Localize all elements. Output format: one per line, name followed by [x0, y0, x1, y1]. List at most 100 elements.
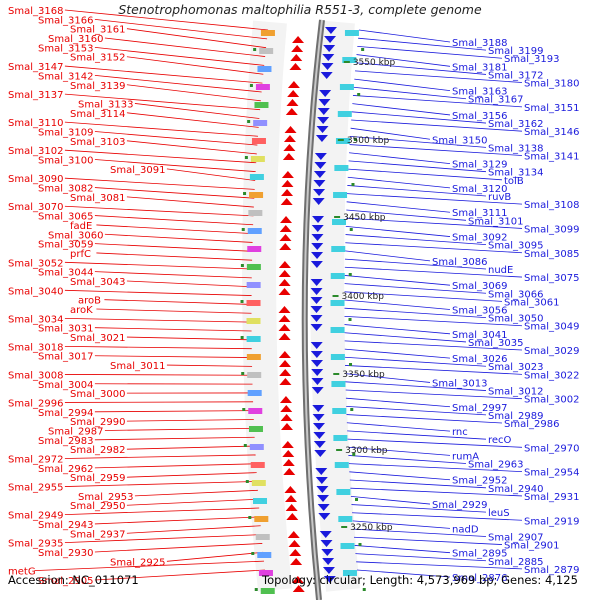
- feature-block: [338, 516, 353, 522]
- marker: [357, 93, 361, 96]
- leader-line: [126, 525, 261, 534]
- gene-arrow-left: [285, 504, 298, 511]
- feature-block: [336, 489, 351, 495]
- leader-line: [64, 121, 259, 137]
- leader-line: [64, 289, 252, 296]
- leader-line: [352, 95, 523, 108]
- marker: [241, 372, 245, 375]
- feature-block: [330, 273, 345, 279]
- gene-arrow-left: [290, 558, 303, 565]
- gene-arrow-left: [279, 243, 292, 250]
- leader-line: [345, 397, 451, 408]
- gene-label-smal-3167: Smal_3167: [468, 95, 523, 106]
- gene-label-smal-3023: Smal_3023: [488, 362, 543, 373]
- gene-arrow-right: [311, 369, 324, 376]
- gene-label-smal-3099: Smal_3099: [524, 224, 579, 235]
- gene-arrow-right: [310, 315, 323, 322]
- gene-label-smal-3081: Smal_3081: [70, 193, 125, 204]
- gene-arrow-right: [321, 63, 334, 70]
- gene-arrow-left: [278, 306, 291, 313]
- leader-line: [64, 149, 257, 164]
- gene-arrow-right: [316, 126, 329, 133]
- gene-label-reco: recO: [488, 435, 512, 446]
- gene-arrow-right: [322, 567, 335, 574]
- feature-block: [332, 408, 347, 414]
- feature-block: [330, 327, 345, 333]
- gene-arrow-left: [290, 54, 303, 61]
- gene-label-smal-3120: Smal_3120: [452, 184, 507, 195]
- marker: [254, 588, 258, 591]
- feature-block: [249, 192, 264, 198]
- leader-line: [64, 9, 269, 31]
- feature-block: [251, 138, 266, 144]
- gene-label-smal-3035: Smal_3035: [468, 338, 523, 349]
- gene-arrow-right: [313, 189, 326, 196]
- marker: [362, 588, 366, 591]
- marker: [251, 552, 255, 555]
- accession-text: Accession: NC_011071: [8, 573, 139, 587]
- feature-block: [248, 210, 263, 216]
- marker: [248, 516, 252, 519]
- feature-block: [250, 156, 265, 162]
- gene-arrow-left: [281, 180, 294, 187]
- feature-block: [331, 381, 346, 387]
- gene-arrow-right: [311, 360, 324, 367]
- gene-arrow-right: [310, 297, 323, 304]
- marker: [240, 300, 244, 303]
- gene-arrow-right: [310, 324, 323, 331]
- feature-track-right: [310, 20, 360, 592]
- feature-block: [254, 102, 269, 108]
- feature-block: [248, 426, 263, 432]
- leader-line: [358, 37, 487, 51]
- gene-label-smal-2959: Smal_2959: [70, 473, 125, 484]
- leader-line: [64, 454, 256, 459]
- gene-label-smal-3060: Smal_3060: [48, 230, 103, 241]
- leader-line: [345, 250, 431, 262]
- leader-line: [134, 103, 260, 119]
- leader-line: [344, 348, 451, 359]
- gene-arrow-left: [287, 81, 300, 88]
- gene-arrow-right: [312, 216, 325, 223]
- leader-line: [64, 374, 253, 376]
- gene-arrow-left: [292, 585, 305, 592]
- gene-arrow-right: [313, 171, 326, 178]
- gene-label-smal-3180: Smal_3180: [524, 79, 579, 90]
- gene-arrow-right: [319, 90, 332, 97]
- gene-arrow-left: [291, 45, 304, 52]
- marker: [249, 84, 253, 87]
- right-gene-labels: Smal_3188Smal_3199Smal_3193Smal_3181Smal…: [432, 38, 579, 584]
- gene-label-smal-3056: Smal_3056: [452, 306, 507, 317]
- feature-block: [255, 534, 270, 540]
- gene-label-smal-3114: Smal_3114: [70, 109, 125, 120]
- gene-arrow-right: [324, 27, 337, 34]
- gene-label-smal-3108: Smal_3108: [524, 200, 579, 211]
- gene-label-smal-3172: Smal_3172: [488, 70, 543, 81]
- gene-label-smal-3199: Smal_3199: [488, 46, 543, 57]
- feature-block: [249, 444, 264, 450]
- gene-label-smal-3011: Smal_3011: [110, 361, 165, 372]
- feature-block: [257, 552, 272, 558]
- gene-arrow-left: [283, 144, 296, 151]
- right-label-leaders: [344, 29, 523, 578]
- feature-block: [254, 516, 269, 522]
- leader-line: [344, 266, 523, 278]
- gene-label-smal-3075: Smal_3075: [524, 273, 579, 284]
- position-label-3300: 3300 kbp: [345, 446, 388, 456]
- feature-block: [260, 588, 275, 594]
- leader-line: [104, 299, 252, 305]
- gene-label-smal-2937: Smal_2937: [70, 529, 125, 540]
- gene-label-smal-2879: Smal_2879: [524, 565, 579, 576]
- leader-line: [344, 356, 487, 367]
- gene-arrow-left: [281, 171, 294, 178]
- feature-block: [250, 462, 265, 468]
- gene-label-smal-3111: Smal_3111: [452, 208, 507, 219]
- gene-arrow-right: [319, 531, 332, 538]
- leader-line: [104, 427, 255, 431]
- leader-line: [354, 78, 451, 92]
- feature-block: [257, 66, 272, 72]
- gene-label-smal-3052: Smal_3052: [8, 258, 63, 269]
- gene-label-smal-2905: Smal_2905: [38, 576, 93, 587]
- gene-label-smal-2972: Smal_2972: [8, 455, 63, 466]
- gene-label-smal-2885: Smal_2885: [488, 557, 543, 568]
- leader-line: [354, 545, 451, 554]
